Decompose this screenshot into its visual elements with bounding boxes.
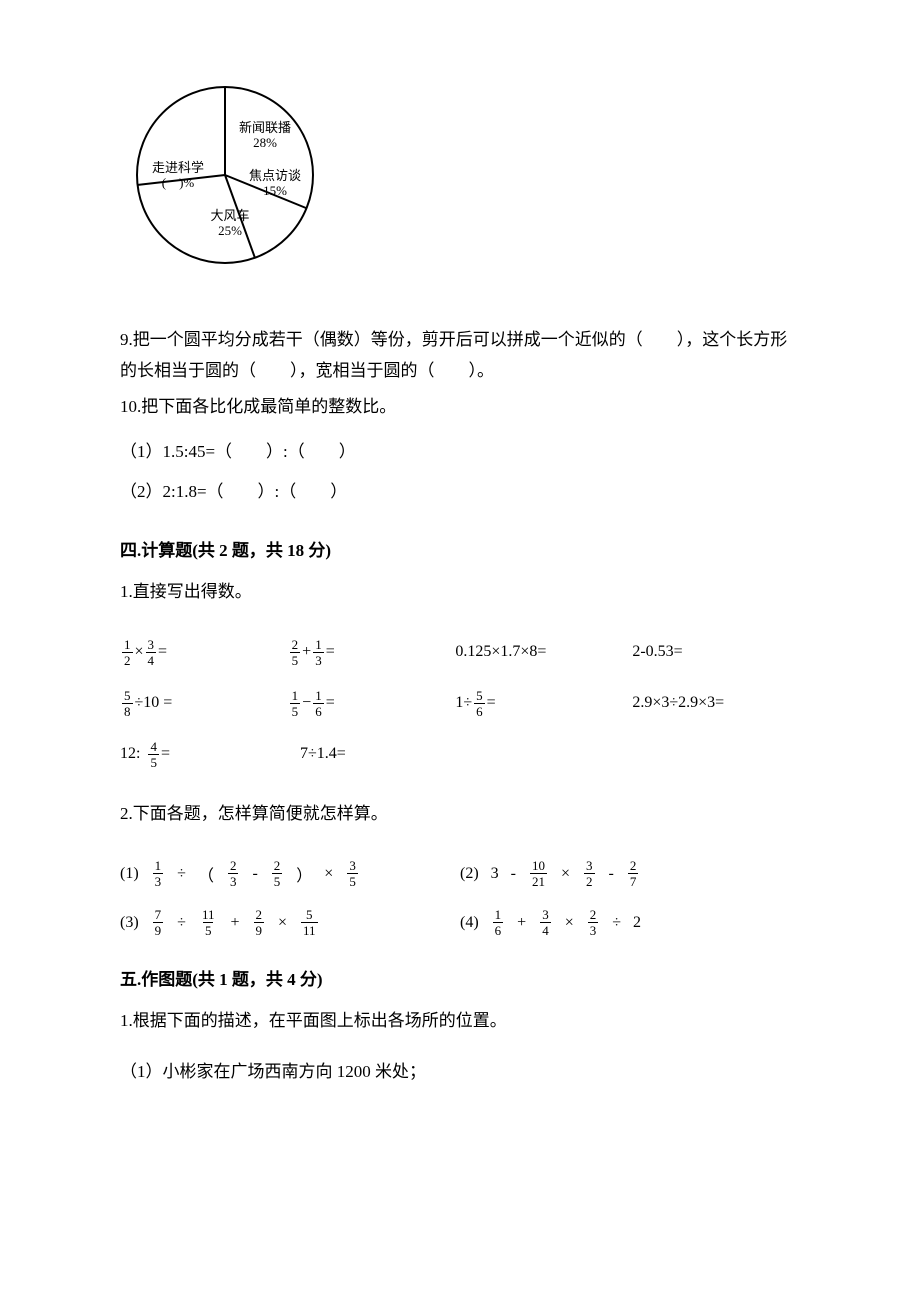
calc-row: 58÷10 =15−16=1÷56=2.9×3÷2.9×3= [120, 689, 800, 718]
equation-grid: (1)13÷（23-25）×35(2)3-1021×32-27(3)79÷115… [120, 859, 800, 937]
problem-4-1: 1.直接写出得数。 [120, 577, 800, 608]
calc-cell: 2-0.53= [632, 643, 800, 661]
calc-grid: 12×34=25+13=0.125×1.7×8=2-0.53= 58÷10 =15… [120, 638, 800, 769]
problem-5-1: 1.根据下面的描述，在平面图上标出各场所的位置。 [120, 1006, 800, 1037]
calc-cell: 12×34= [120, 638, 288, 667]
svg-text:15%: 15% [263, 183, 287, 198]
svg-text:焦点访谈: 焦点访谈 [249, 168, 301, 183]
calc-row: 12:45 =7÷1.4= [120, 740, 800, 769]
svg-text:28%: 28% [253, 135, 277, 150]
question-10-2: （2）2:1.8=（ ）:（ ） [120, 477, 800, 508]
problem-5-1a: （1）小彬家在广场西南方向 1200 米处； [120, 1057, 800, 1088]
pie-svg: 新闻联播28% 焦点访谈15% 大风车25% 走进科学( )% [130, 80, 330, 280]
problem-4-2: 2.下面各题，怎样算简便就怎样算。 [120, 799, 800, 830]
section-5-heading: 五.作图题(共 1 题，共 4 分) [120, 965, 800, 990]
section-4-meta: (共 2 题，共 18 分) [192, 541, 331, 560]
calc-cell: 7÷1.4= [300, 745, 480, 763]
svg-text:走进科学: 走进科学 [152, 160, 204, 175]
eq-row: (1)13÷（23-25）×35(2)3-1021×32-27 [120, 859, 800, 888]
question-9: 9.把一个圆平均分成若干（偶数）等份，剪开后可以拼成一个近似的（ ），这个长方形… [120, 325, 800, 386]
calc-cell: 58÷10 = [120, 689, 288, 718]
eq-row: (3)79÷115+29×511(4)16+34×23÷2 [120, 908, 800, 937]
calc-cell: 15−16= [288, 689, 456, 718]
section-4-title: 四.计算题 [120, 541, 192, 560]
calc-row: 12×34=25+13=0.125×1.7×8=2-0.53= [120, 638, 800, 667]
svg-text:新闻联播: 新闻联播 [239, 120, 291, 135]
eq-cell: (2)3-1021×32-27 [460, 859, 780, 888]
pie-chart: 新闻联播28% 焦点访谈15% 大风车25% 走进科学( )% [130, 80, 800, 285]
calc-cell: 1÷56= [455, 689, 632, 718]
eq-cell: (3)79÷115+29×511 [120, 908, 460, 937]
svg-text:25%: 25% [218, 223, 242, 238]
section-5-title: 五.作图题 [120, 970, 192, 989]
section-4-heading: 四.计算题(共 2 题，共 18 分) [120, 536, 800, 561]
calc-cell: 0.125×1.7×8= [455, 643, 632, 661]
question-10-1: （1）1.5:45=（ ）:（ ） [120, 437, 800, 468]
calc-cell: 12:45 = [120, 740, 300, 769]
svg-text:( )%: ( )% [162, 175, 195, 190]
calc-cell: 2.9×3÷2.9×3= [632, 694, 800, 712]
eq-cell: (1)13÷（23-25）×35 [120, 859, 460, 888]
calc-cell: 25+13= [288, 638, 456, 667]
eq-cell: (4)16+34×23÷2 [460, 908, 780, 937]
question-10: 10.把下面各比化成最简单的整数比。 [120, 392, 800, 423]
section-5-meta: (共 1 题，共 4 分) [192, 970, 322, 989]
svg-text:大风车: 大风车 [210, 208, 249, 223]
